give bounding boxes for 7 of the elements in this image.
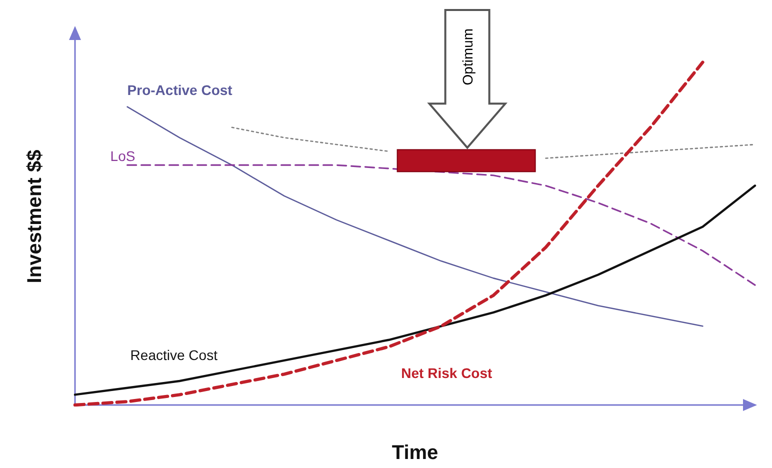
series-label: Net Risk Cost <box>401 365 493 382</box>
series-label: Reactive Cost <box>130 346 218 363</box>
y-axis-title: Investment $$ <box>24 150 46 284</box>
series-label: LoS <box>110 148 136 164</box>
annotation: Optimum <box>459 28 476 86</box>
series-label: Pro-Active Cost <box>127 82 233 98</box>
x-axis-title: Time <box>392 442 438 464</box>
